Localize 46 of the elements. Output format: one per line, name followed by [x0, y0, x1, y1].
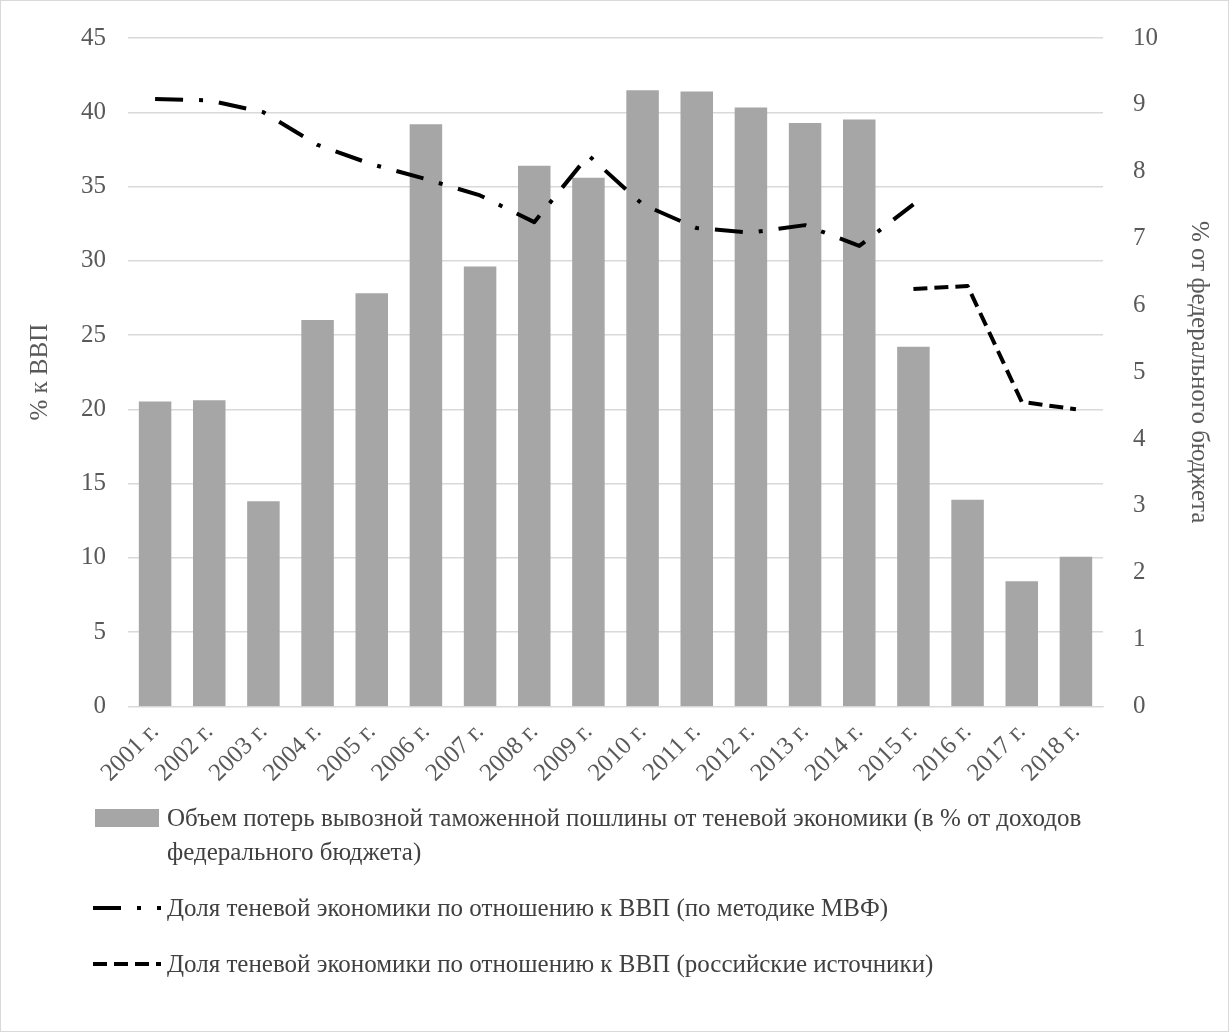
bar — [897, 346, 930, 707]
bar — [301, 320, 334, 707]
y-tick-label: 20 — [81, 393, 106, 421]
legend-label: Доля теневой экономики по отношению к ВВП (российские источники) — [167, 949, 934, 980]
y-tick-label: 30 — [81, 245, 106, 273]
y-tick-label: 40 — [81, 96, 106, 124]
bar — [355, 293, 388, 707]
y2-tick-label: 2 — [1133, 557, 1146, 585]
y2-tick-label: 9 — [1133, 89, 1146, 117]
y-tick-label: 25 — [81, 319, 106, 347]
y2-tick-label: 1 — [1133, 624, 1146, 652]
y-tick-label: 15 — [81, 468, 106, 496]
legend-label: Объем потерь вывозной таможенной пошлины от теневой экономики (в % от доходов федерального бюджета) — [167, 803, 1083, 867]
y2-tick-label: 8 — [1133, 156, 1146, 184]
legend-label: Доля теневой экономики по отношению к ВВП (по методике МВФ) — [167, 893, 889, 924]
y-tick-label: 0 — [93, 690, 106, 718]
y-tick-label: 35 — [81, 171, 106, 199]
y2-tick-label: 6 — [1133, 289, 1146, 317]
bar — [1005, 581, 1038, 707]
line-series — [911, 284, 1078, 412]
y-tick-label: 45 — [81, 22, 106, 50]
y-tick-label: 5 — [93, 616, 106, 644]
y-tick-label: 10 — [81, 542, 106, 570]
bar — [463, 266, 497, 707]
y2-tick-label: 4 — [1133, 423, 1146, 451]
bar — [409, 124, 443, 707]
bar — [951, 499, 984, 707]
line-series — [153, 96, 916, 248]
bar — [680, 91, 713, 707]
y2-tick-label: 5 — [1133, 356, 1146, 384]
y-axis-title: % к ВВП — [24, 323, 52, 421]
y2-axis-title: % от федерального бюджета — [1187, 220, 1215, 524]
y2-tick-label: 3 — [1133, 490, 1146, 518]
bar — [1059, 556, 1093, 707]
bar — [518, 165, 551, 707]
bar — [138, 401, 172, 707]
bar — [247, 501, 280, 707]
bar — [193, 400, 226, 707]
y2-tick-label: 10 — [1133, 22, 1158, 50]
bar — [734, 107, 768, 707]
bar — [572, 177, 605, 707]
bar — [626, 90, 659, 707]
bar — [788, 122, 822, 707]
y2-tick-label: 0 — [1133, 690, 1146, 718]
bar — [843, 119, 876, 707]
y2-tick-label: 7 — [1133, 223, 1146, 251]
